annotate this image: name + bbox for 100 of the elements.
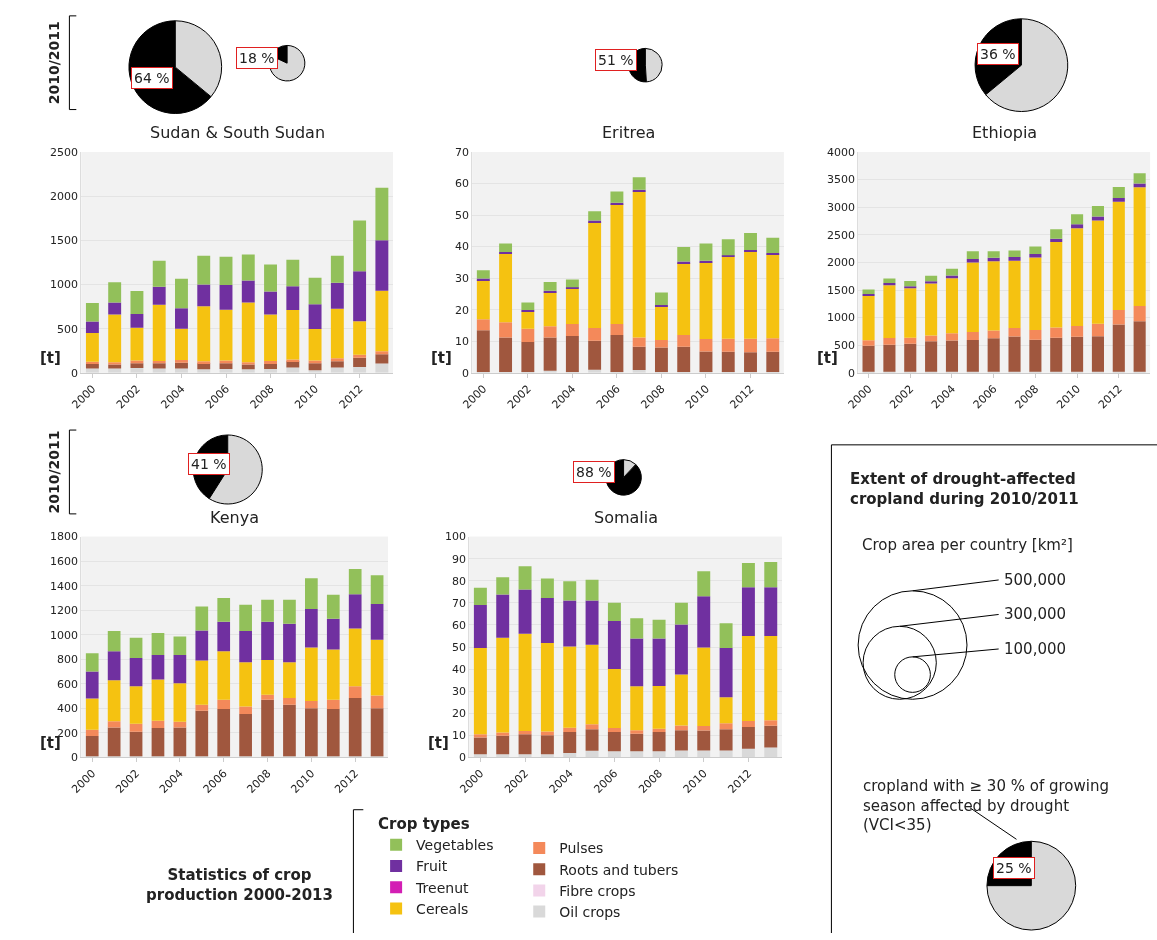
bar [677, 246, 691, 262]
bar [540, 578, 554, 598]
bar [630, 730, 644, 734]
bar [945, 333, 959, 341]
bar [496, 637, 510, 733]
bar [862, 340, 875, 346]
bar [348, 628, 362, 687]
bar [152, 360, 166, 364]
bar [741, 587, 755, 636]
bar [1112, 187, 1125, 199]
bar [152, 260, 166, 287]
bar [85, 653, 99, 672]
bar [85, 303, 99, 322]
text: Crop area per country [km²] [862, 536, 1073, 554]
bar [543, 281, 557, 291]
bar [130, 314, 144, 328]
bar [375, 290, 389, 352]
bar [610, 191, 624, 203]
bar [987, 261, 1000, 331]
bar [499, 337, 513, 372]
bar [654, 340, 668, 348]
bar [652, 751, 666, 758]
bar [85, 729, 99, 736]
bar [496, 735, 510, 755]
bar [308, 363, 322, 371]
bar [652, 728, 666, 733]
bar [607, 620, 621, 670]
bar [766, 254, 780, 339]
y-tick-label: 10 [454, 335, 469, 349]
bar [130, 360, 144, 364]
bar [721, 351, 735, 372]
bar [699, 243, 713, 261]
bar [305, 708, 318, 757]
bar [719, 697, 733, 724]
bar [607, 602, 621, 621]
y-tick-label: 10 [452, 729, 467, 743]
bar [239, 706, 252, 714]
bar [521, 311, 535, 329]
bar [677, 261, 691, 264]
y-axis-title: [t] [40, 349, 61, 367]
bar [588, 220, 602, 223]
bar [197, 306, 211, 362]
chart-title: Eritrea [602, 123, 656, 142]
bar [305, 578, 318, 609]
text: Statistics of crop production 2000-2013 [146, 866, 333, 904]
bar [630, 751, 644, 758]
bar [565, 279, 579, 288]
bar [305, 701, 318, 709]
bar [1050, 229, 1063, 239]
bar [1133, 183, 1146, 188]
bar [630, 618, 644, 639]
bar [563, 732, 577, 754]
bar [476, 270, 490, 279]
y-tick-label: 70 [452, 596, 467, 610]
bar [496, 594, 510, 638]
bar [326, 594, 340, 619]
bar [721, 338, 735, 352]
bar [945, 340, 959, 372]
bar [563, 600, 577, 647]
bar [195, 704, 209, 711]
bar [496, 732, 510, 736]
bar [610, 323, 624, 335]
bar [1112, 201, 1125, 310]
bar [543, 290, 557, 293]
y-tick-label: 30 [454, 272, 469, 286]
bar [108, 368, 122, 373]
data-label: 64 % [134, 70, 170, 86]
bar [521, 328, 535, 342]
bar [1112, 198, 1125, 202]
bar [370, 695, 384, 709]
y-tick-label: 0 [71, 751, 79, 765]
bar [588, 328, 602, 341]
bar [677, 334, 691, 347]
bar [610, 334, 624, 372]
bar [1008, 250, 1021, 257]
bar [175, 360, 188, 363]
y-tick-label: 90 [452, 552, 467, 566]
bar [764, 747, 778, 758]
bar [217, 621, 231, 652]
bar [540, 643, 554, 732]
bar [966, 339, 979, 372]
bar [108, 282, 122, 303]
bar [563, 753, 577, 758]
bar [652, 638, 666, 687]
bar [85, 361, 99, 365]
bar [1029, 330, 1042, 340]
bar [1029, 257, 1042, 331]
bar [607, 728, 621, 733]
bar [353, 271, 367, 322]
bar [1071, 336, 1084, 372]
legend-label: Fibre crops [559, 882, 636, 899]
bar [353, 220, 367, 272]
bar [151, 728, 165, 757]
bar [654, 292, 668, 305]
bar [219, 309, 233, 361]
y-tick-label: 500 [57, 322, 79, 336]
bar [697, 730, 711, 751]
bar [966, 262, 979, 332]
bar [499, 253, 513, 323]
bar [286, 286, 300, 311]
